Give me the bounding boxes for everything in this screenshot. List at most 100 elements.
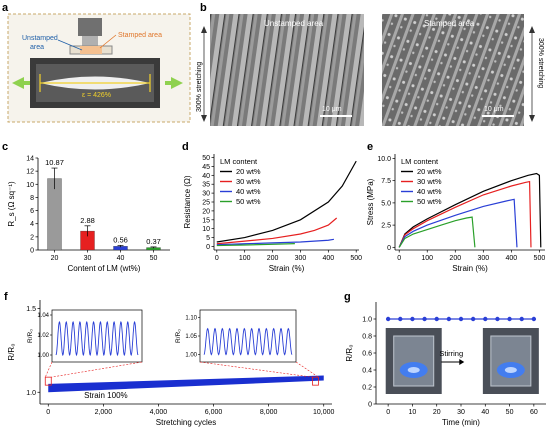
y-tick-label: 30: [202, 191, 210, 198]
y-tick-label: 5.0: [381, 200, 391, 207]
series-line-40 wt%: [216, 238, 334, 246]
legend-entry: 30 wt%: [417, 177, 442, 186]
y-tick-label: 35: [202, 182, 210, 189]
series-line-30 wt%: [216, 217, 338, 245]
data-point: [398, 316, 403, 322]
x-tick-label: 200: [449, 255, 461, 262]
legend-entry: 40 wt%: [236, 187, 261, 196]
series-line-40 wt%: [398, 198, 518, 248]
panel-label-a: a: [2, 2, 9, 14]
panel-c: 0 2 4 6 8 10 12 14 Content of LM (wt%) R_s (Ω sq⁻…: [0, 140, 180, 280]
x-tick-label: 100: [239, 255, 251, 262]
unstamped-area-label: Unstamped area: [22, 35, 58, 51]
data-point: [385, 316, 391, 322]
x-tick-label: 8,000: [260, 409, 278, 416]
data-point: [470, 316, 476, 322]
x-tick-label: 60: [530, 409, 538, 416]
sem-title-unstamped: Unstamped area: [264, 19, 324, 28]
y-tick-label: 1.0: [362, 317, 372, 324]
chart-f: 0 2,000 4,000 6,000 8,000 10,000 1.0 1.5 Stretch…: [4, 291, 335, 427]
arrow-left-icon: [12, 77, 24, 89]
panel-f: 0 2,000 4,000 6,000 8,000 10,000 1.0 1.5 Stretch…: [0, 290, 340, 436]
inset-oscillation: [55, 320, 139, 357]
x-tick-label: 4,000: [150, 409, 168, 416]
x-tick-label: 2,000: [95, 409, 113, 416]
bar-value-label: 0.56: [113, 235, 128, 244]
y-tick-label: 20: [202, 208, 210, 215]
y-tick-label: 1.5: [26, 306, 36, 313]
panel-a: a ε = 426% Unstamped area Stamped area: [0, 0, 195, 130]
stretch-label-left: 300% stretching: [196, 62, 203, 112]
stretch-label-right: 300% stretching: [537, 38, 544, 88]
chart-c: 0 2 4 6 8 10 12 14 Content of LM (wt%) R_s (Ω sq⁻…: [2, 141, 170, 273]
y-tick-label: 10.0: [377, 156, 391, 163]
panel-label-c: c: [2, 141, 8, 153]
stamped-area-label: Stamped area: [118, 32, 162, 39]
y-tick-label: 0.6: [362, 351, 372, 358]
zoom-connector: [295, 361, 319, 378]
y-axis-label: R/R₀: [345, 344, 354, 361]
series-line-50 wt%: [398, 216, 476, 248]
legend-entry: 20 wt%: [236, 167, 261, 176]
stirring-label: Stirring: [439, 349, 463, 358]
cycling-band: [48, 375, 324, 393]
inset-y-label: R/R₀: [27, 329, 34, 343]
sem-image-stamped: [382, 14, 524, 126]
y-tick-label: 0: [387, 245, 391, 252]
x-tick-label: 6,000: [205, 409, 223, 416]
sem-image-unstamped: [210, 14, 364, 126]
y-tick-label: 50: [202, 155, 210, 162]
y-tick-label: 0: [368, 402, 372, 409]
panel-g: 0 10 20 30 40 50 60 0 0.2 0.4 0.6 0.8 1.0 Time (min) R…: [340, 290, 552, 436]
beaker: [490, 335, 532, 387]
inset-y-tick-label: 1.02: [37, 333, 49, 339]
x-tick-label: 20: [433, 409, 441, 416]
y-tick-label: 0.4: [362, 368, 372, 375]
x-tick-label: 500: [534, 255, 546, 262]
x-tick-label: 40: [481, 409, 489, 416]
y-tick-label: 6: [30, 208, 34, 215]
series-line-20 wt%: [216, 160, 357, 243]
x-tick-label: 30: [457, 409, 465, 416]
y-tick-label: 12: [26, 169, 34, 176]
x-tick-label: 100: [421, 255, 433, 262]
beaker: [393, 335, 435, 387]
legend-entry: 30 wt%: [236, 177, 261, 186]
legend-title: LM content: [220, 157, 258, 166]
zoom-connector: [199, 361, 313, 378]
data-point: [519, 316, 524, 322]
inset-y-tick-label: 1.00: [185, 353, 197, 359]
chart-e: 0 100 200 300 400 500 0 2.5 5.0 7.5 10.0 Strain (%)…: [366, 141, 546, 273]
panel-label-b: b: [200, 2, 207, 14]
y-axis-label: R/R₀: [7, 343, 16, 360]
panel-b: b Unstamped area Stamped area 10 μm 10 μ…: [192, 0, 552, 130]
series-line-30 wt%: [398, 180, 532, 248]
panel-label-d: d: [182, 141, 189, 153]
x-tick-label: 0: [215, 255, 219, 262]
x-tick-label: 30: [84, 255, 92, 262]
x-tick-label: 0: [46, 409, 50, 416]
x-axis-label: Strain (%): [269, 264, 305, 273]
x-tick-label: 20: [51, 255, 59, 262]
y-tick-label: 0: [206, 244, 210, 251]
y-tick-label: 5: [206, 235, 210, 242]
zoom-marker: [312, 376, 319, 386]
y-tick-label: 4: [30, 221, 34, 228]
panel-label-g: g: [344, 291, 351, 303]
zoom-marker: [44, 376, 52, 386]
x-tick-label: 0: [397, 255, 401, 262]
x-tick-label: 10: [409, 409, 417, 416]
glow-core: [504, 367, 517, 373]
x-axis-label: Content of LM (wt%): [68, 264, 141, 273]
bar-value-label: 2.88: [80, 216, 95, 225]
y-tick-label: 8: [30, 195, 34, 202]
inset-y-tick-label: 1.10: [185, 315, 197, 321]
data-point: [531, 316, 537, 322]
x-axis-label: Time (min): [442, 418, 480, 427]
x-tick-label: 300: [295, 255, 307, 262]
y-tick-label: 15: [202, 217, 210, 224]
zoom-connector: [44, 361, 53, 378]
sem-title-stamped: Stamped area: [424, 19, 475, 28]
scale-bar-left: 10 μm: [322, 106, 342, 113]
